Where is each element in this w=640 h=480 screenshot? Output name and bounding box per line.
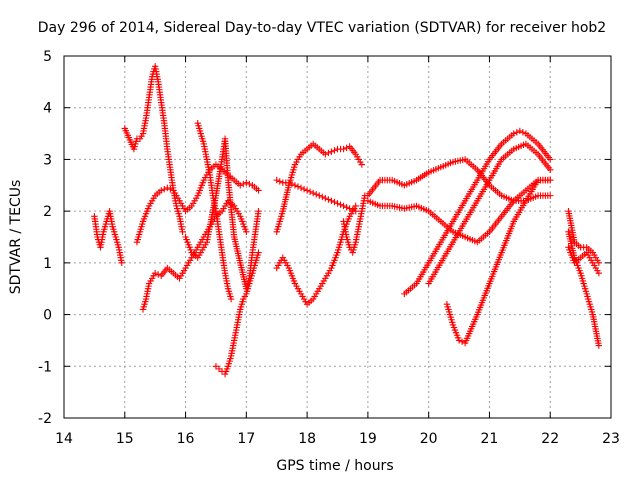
data-point <box>297 184 305 192</box>
x-tick-label: 23 <box>602 431 620 447</box>
data-point <box>237 182 244 189</box>
data-point <box>328 148 335 155</box>
x-tick-label: 21 <box>481 431 499 447</box>
data-point <box>316 192 323 199</box>
data-point <box>343 144 350 151</box>
x-tick-label: 19 <box>359 431 377 447</box>
data-point <box>151 270 159 277</box>
y-axis-label: SDTVAR / TECUs <box>8 180 24 295</box>
data-point <box>510 130 517 137</box>
data-point <box>273 176 280 184</box>
data-point <box>291 182 299 189</box>
data-points <box>91 63 603 378</box>
data-point <box>455 337 463 344</box>
data-point <box>358 161 366 168</box>
data-point <box>325 196 332 203</box>
data-point <box>547 192 554 199</box>
data-point <box>458 338 466 345</box>
data-point <box>158 187 165 194</box>
grid <box>64 56 611 418</box>
data-point <box>516 127 524 135</box>
data-point <box>337 201 344 208</box>
x-tick-label: 15 <box>116 431 134 447</box>
y-tick-label: 3 <box>43 152 52 168</box>
data-point <box>547 176 554 184</box>
data-point <box>334 200 341 207</box>
data-point <box>155 271 162 278</box>
x-tick-label: 20 <box>420 431 438 447</box>
data-point <box>164 184 171 192</box>
data-point <box>325 149 332 157</box>
chart-title: Day 296 of 2014, Sidereal Day-to-day VTE… <box>38 20 606 36</box>
data-point <box>331 147 338 154</box>
y-tick-label: 1 <box>43 256 52 272</box>
data-point <box>340 145 347 153</box>
y-tick-label: 2 <box>43 204 52 220</box>
data-point <box>513 129 520 136</box>
plot-frame <box>63 55 612 419</box>
data-point <box>161 185 168 193</box>
data-point <box>179 228 186 236</box>
data-point <box>240 180 247 188</box>
y-tick-label: 0 <box>43 308 52 324</box>
data-point <box>118 259 125 267</box>
data-point <box>255 207 262 215</box>
data-point <box>300 185 308 193</box>
data-point <box>303 187 311 194</box>
x-tick-label: 17 <box>237 431 255 447</box>
x-tick-label: 16 <box>177 431 195 447</box>
x-tick-label: 14 <box>55 431 73 447</box>
y-tick-label: -1 <box>38 359 52 375</box>
x-tick-label: 18 <box>298 431 316 447</box>
data-point <box>343 204 350 211</box>
data-point <box>255 187 262 194</box>
y-tick-label: 5 <box>43 49 52 65</box>
data-point <box>352 202 359 210</box>
data-point <box>227 295 235 303</box>
data-point <box>319 193 326 201</box>
data-point <box>328 197 335 204</box>
data-point <box>519 129 527 136</box>
data-point <box>322 195 329 202</box>
data-point <box>276 178 283 185</box>
data-point <box>246 180 253 188</box>
data-point <box>547 156 554 163</box>
data-point <box>595 342 603 349</box>
data-point <box>255 249 262 256</box>
data-point <box>309 189 317 197</box>
y-tick-label: 4 <box>43 101 52 117</box>
data-point <box>167 185 174 193</box>
data-point <box>595 270 603 277</box>
x-tick-label: 22 <box>541 431 559 447</box>
data-point <box>313 191 320 198</box>
data-point <box>595 259 603 267</box>
data-point <box>340 202 347 210</box>
data-point <box>331 198 338 206</box>
data-point <box>294 183 302 190</box>
data-point <box>322 151 329 158</box>
data-point <box>243 228 250 236</box>
data-point <box>306 188 314 195</box>
data-point <box>243 179 250 186</box>
y-tick-label: -2 <box>38 411 52 427</box>
x-axis-label: GPS time / hours <box>276 458 393 474</box>
data-point <box>547 166 554 173</box>
